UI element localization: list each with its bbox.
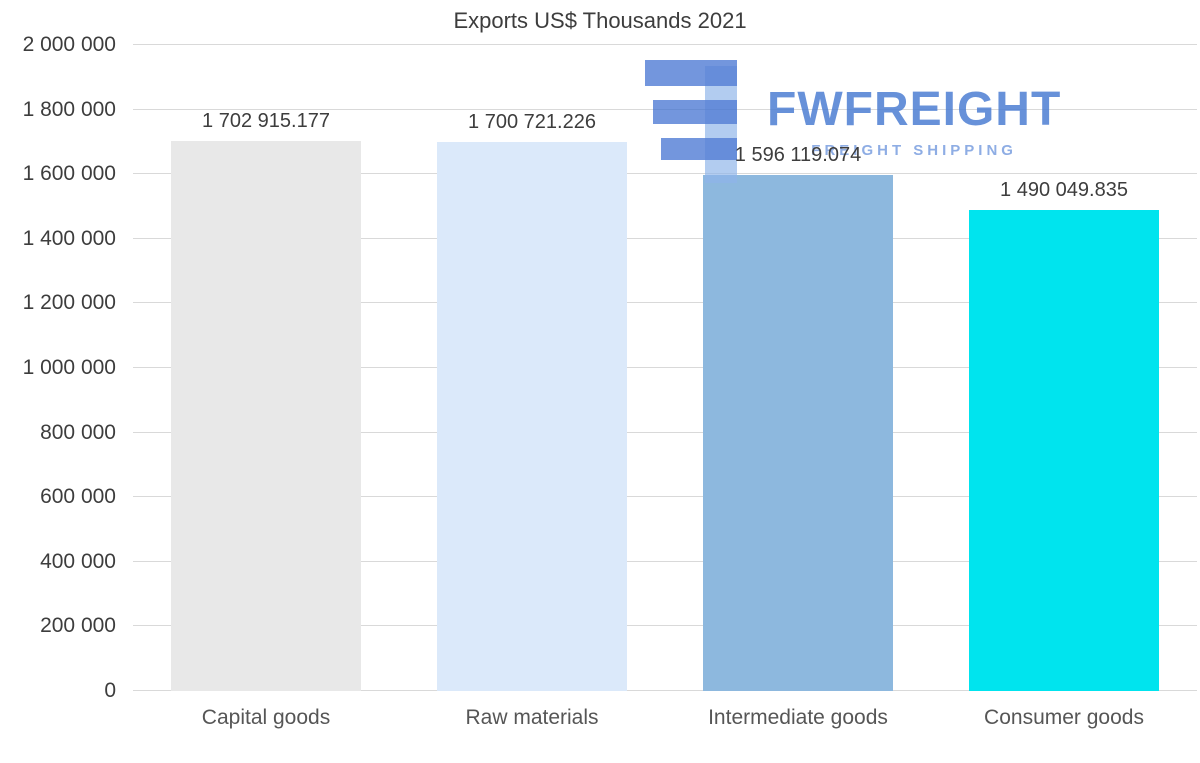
value-labels-layer: 1 702 915.177 1 700 721.226 1 596 119.074 1… [133, 45, 1197, 691]
y-tick-label: 0 [104, 679, 116, 702]
y-tick-label: 1 400 000 [22, 226, 116, 250]
y-tick-label: 800 000 [40, 420, 116, 444]
chart-title: Exports US$ Thousands 2021 [453, 8, 747, 33]
x-tick-label: Capital goods [201, 706, 331, 729]
gridline [133, 237, 1197, 239]
gridline [133, 496, 1197, 498]
y-axis: 0 200 000 400 000 600 000 800 000 1 000 000 1 … [0, 33, 122, 702]
gridline [133, 560, 1197, 562]
x-axis: Capital goods Raw materials Intermediate g… [133, 706, 1197, 746]
value-label: 1 700 721.226 [468, 110, 596, 133]
x-tick-label: Consumer goods [984, 706, 1144, 729]
gridline [133, 302, 1197, 304]
plot-area: 1 702 915.177 1 700 721.226 1 596 119.074 1… [133, 44, 1197, 691]
y-tick-label: 1 200 000 [22, 291, 116, 315]
x-tick-label: Intermediate goods [708, 706, 888, 729]
y-tick-label: 1 600 000 [22, 162, 116, 186]
bar-raw-materials [437, 141, 627, 691]
gridline [133, 173, 1197, 175]
gridline [133, 44, 1197, 45]
value-label: 1 702 915.177 [202, 109, 330, 132]
gridline [133, 625, 1197, 627]
value-label: 1 490 049.835 [1000, 178, 1128, 201]
value-label: 1 596 119.074 [734, 144, 862, 167]
bar-intermediate-goods [703, 175, 893, 691]
bars-layer [133, 45, 1197, 691]
bar-consumer-goods [969, 209, 1159, 691]
y-tick-label: 1 800 000 [22, 97, 116, 121]
gridline [133, 431, 1197, 433]
y-tick-label: 400 000 [40, 549, 116, 573]
y-tick-label: 200 000 [40, 614, 116, 638]
x-tick-label: Raw materials [465, 706, 599, 729]
bar-capital-goods [171, 140, 361, 691]
y-tick-label: 2 000 000 [22, 33, 116, 56]
y-tick-label: 600 000 [40, 485, 116, 509]
gridline [133, 367, 1197, 368]
y-tick-label: 1 000 000 [22, 356, 116, 379]
gridline [133, 690, 1197, 691]
